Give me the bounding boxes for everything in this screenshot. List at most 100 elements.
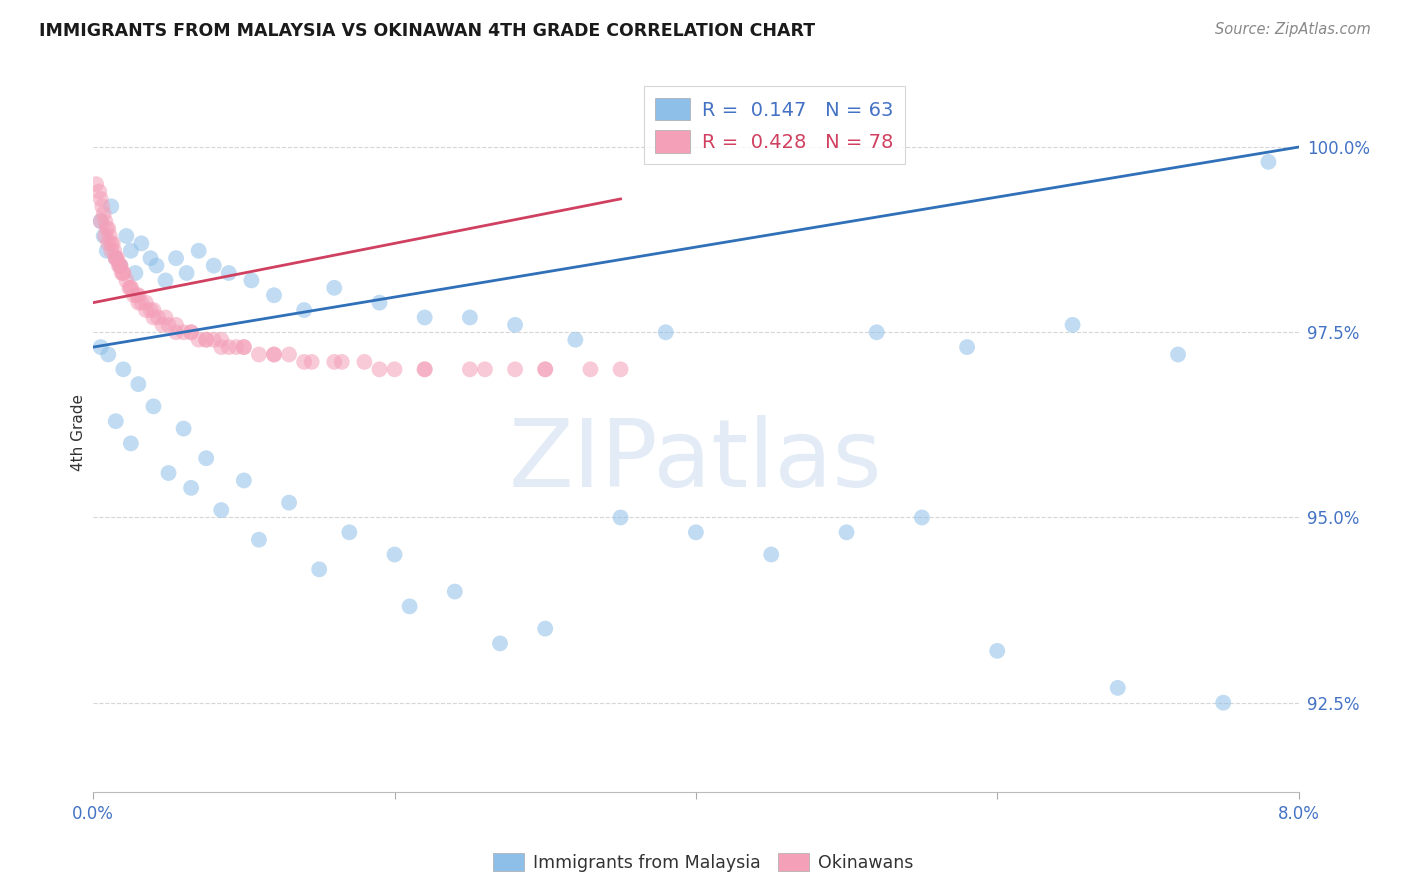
Point [180, 326, 202, 340]
Point [218, 340, 240, 354]
Point [232, 340, 254, 354]
Point [209, 340, 232, 354]
Point [103, 244, 125, 258]
Point [489, 636, 512, 650]
Point [173, 326, 195, 340]
Point [195, 333, 218, 347]
Point [155, 273, 177, 287]
Point [685, 525, 707, 540]
Point [142, 303, 165, 318]
Point [173, 421, 195, 435]
Point [1167, 347, 1189, 361]
Point [157, 466, 180, 480]
Point [176, 266, 198, 280]
Point [835, 525, 858, 540]
Point [384, 548, 406, 562]
Text: Source: ZipAtlas.com: Source: ZipAtlas.com [1215, 22, 1371, 37]
Point [104, 251, 127, 265]
Text: IMMIGRANTS FROM MALAYSIA VS OKINAWAN 4TH GRADE CORRELATION CHART: IMMIGRANTS FROM MALAYSIA VS OKINAWAN 4TH… [39, 22, 815, 40]
Point [165, 326, 187, 340]
Point [110, 259, 132, 273]
Point [146, 310, 169, 325]
Point [89, 185, 111, 199]
Point [761, 548, 783, 562]
Point [209, 333, 232, 347]
Point [120, 244, 142, 258]
Point [152, 318, 174, 332]
Point [139, 251, 162, 265]
Point [1107, 681, 1129, 695]
Point [97, 236, 120, 251]
Point [97, 347, 120, 361]
Point [94, 229, 117, 244]
Point [232, 340, 254, 354]
Point [84, 177, 107, 191]
Point [97, 221, 120, 235]
Point [1062, 318, 1084, 332]
Point [413, 362, 436, 376]
Point [278, 496, 301, 510]
Text: ZIPatlas: ZIPatlas [509, 415, 883, 507]
Point [534, 362, 557, 376]
Point [135, 303, 157, 318]
Point [110, 259, 132, 273]
Point [112, 266, 135, 280]
Point [564, 333, 586, 347]
Point [131, 236, 153, 251]
Point [534, 362, 557, 376]
Point [368, 362, 391, 376]
Point [127, 288, 149, 302]
Point [503, 318, 526, 332]
Point [413, 310, 436, 325]
Point [93, 229, 115, 244]
Point [292, 355, 315, 369]
Point [986, 644, 1008, 658]
Point [93, 207, 115, 221]
Point [100, 199, 122, 213]
Point [187, 244, 209, 258]
Point [96, 221, 118, 235]
Point [609, 362, 631, 376]
Point [240, 273, 263, 287]
Point [398, 599, 420, 614]
Point [111, 266, 134, 280]
Point [96, 244, 118, 258]
Point [180, 326, 202, 340]
Point [90, 214, 112, 228]
Point [330, 355, 353, 369]
Point [157, 318, 180, 332]
Point [278, 347, 301, 361]
Point [120, 281, 142, 295]
Point [301, 355, 323, 369]
Point [384, 362, 406, 376]
Point [94, 214, 117, 228]
Point [443, 584, 465, 599]
Y-axis label: 4th Grade: 4th Grade [72, 393, 86, 471]
Point [1212, 696, 1234, 710]
Point [202, 333, 225, 347]
Point [956, 340, 979, 354]
Point [353, 355, 375, 369]
Point [534, 622, 557, 636]
Point [100, 236, 122, 251]
Point [609, 510, 631, 524]
Point [131, 295, 153, 310]
Point [105, 251, 128, 265]
Point [112, 362, 135, 376]
Point [145, 259, 167, 273]
Point [124, 266, 146, 280]
Point [122, 288, 145, 302]
Point [139, 303, 162, 318]
Point [323, 355, 346, 369]
Point [474, 362, 496, 376]
Point [413, 362, 436, 376]
Point [104, 251, 127, 265]
Point [127, 295, 149, 310]
Point [323, 281, 346, 295]
Point [90, 340, 112, 354]
Point [337, 525, 360, 540]
Point [118, 281, 141, 295]
Point [125, 288, 148, 302]
Point [655, 326, 678, 340]
Point [503, 362, 526, 376]
